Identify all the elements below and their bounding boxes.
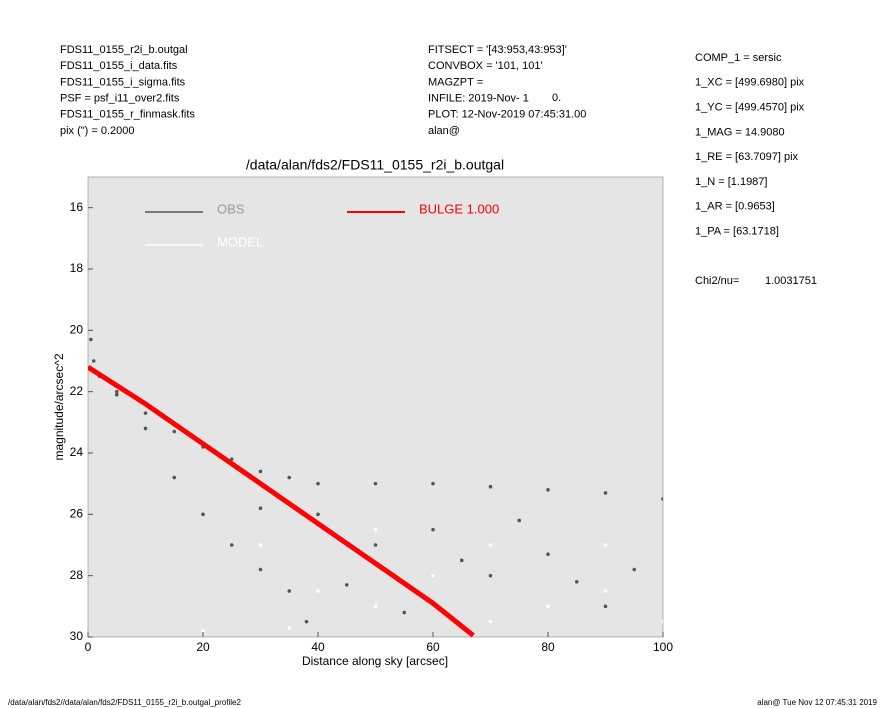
- y-tick-label: 28: [70, 568, 84, 582]
- data-point: [603, 543, 608, 547]
- header-middle-line: INFILE: 2019-Nov- 1: [428, 93, 529, 105]
- data-point: [258, 469, 263, 474]
- x-axis-label: Distance along sky [arcsec]: [302, 654, 448, 668]
- header-left-line: pix (") = 0.2000: [60, 125, 135, 137]
- data-point: [344, 583, 349, 587]
- data-point: [373, 543, 378, 547]
- header-left-line: PSF = psf_i11_over2.fits: [60, 93, 180, 105]
- data-point: [287, 626, 292, 630]
- header-left-line: FDS11_0155_r2i_b.outgal: [60, 44, 188, 56]
- data-point: [373, 604, 378, 609]
- y-tick-label: 18: [70, 261, 84, 275]
- header-middle-line: PLOT: 12-Nov-2019 07:45:31.00: [428, 109, 586, 121]
- y-tick-label: 24: [70, 445, 84, 459]
- header-left-line: FDS11_0155_i_sigma.fits: [60, 76, 186, 88]
- data-point: [316, 481, 320, 486]
- y-tick-label: 16: [70, 200, 84, 214]
- header-right-line: 1_PA = [63.1718]: [695, 226, 779, 238]
- x-tick-label: 100: [653, 640, 673, 654]
- header-right-line: 1_MAG = 14.9080: [695, 126, 785, 138]
- header-left-line: FDS11_0155_r_finmask.fits: [60, 109, 195, 121]
- x-tick-label: 0: [85, 640, 92, 654]
- data-point: [91, 359, 96, 363]
- footer-left: /data/alan/fds2//data/alan/fds2/FDS11_01…: [8, 698, 241, 707]
- header-right-line: 1_RE = [63.7097] pix: [695, 151, 799, 163]
- chi2-value: 1.0031751: [765, 275, 817, 287]
- data-point: [488, 543, 493, 547]
- data-point: [201, 512, 205, 517]
- chart-title: /data/alan/fds2/FDS11_0155_r2i_b.outgal: [246, 157, 504, 173]
- data-point: [603, 604, 608, 609]
- chi2-label: Chi2/nu=: [695, 275, 739, 287]
- data-point: [488, 484, 493, 489]
- data-point: [258, 567, 263, 572]
- data-point: [316, 512, 320, 517]
- magzpt-value: 0.: [552, 92, 561, 104]
- y-tick-label: 22: [70, 384, 84, 398]
- header-middle-line: MAGZPT =: [428, 76, 483, 88]
- data-point: [172, 475, 177, 480]
- data-point: [287, 589, 292, 593]
- data-point: [89, 337, 93, 342]
- data-point: [143, 411, 148, 415]
- data-point: [574, 580, 579, 584]
- plot-marks: [88, 337, 663, 637]
- data-point: [546, 552, 550, 556]
- data-point: [287, 475, 292, 480]
- data-point: [316, 589, 320, 593]
- y-tick-label: 26: [70, 507, 84, 521]
- data-point: [517, 518, 522, 523]
- data-point: [373, 527, 378, 532]
- x-tick-label: 60: [426, 640, 440, 654]
- data-point: [661, 497, 663, 501]
- data-point: [431, 573, 435, 578]
- bulge-line: [88, 365, 475, 637]
- data-point: [201, 629, 205, 633]
- data-point: [172, 429, 177, 434]
- data-point: [603, 589, 608, 593]
- data-point: [143, 426, 148, 431]
- header-middle-line: alan@: [428, 125, 460, 137]
- legend-label: MODEL: [217, 234, 263, 249]
- data-point: [229, 457, 234, 461]
- header-right-line: 1_YC = [499.4570] pix: [695, 102, 805, 114]
- data-point: [431, 481, 435, 486]
- data-point: [258, 543, 263, 547]
- data-point: [373, 481, 378, 486]
- x-tick-label: 20: [196, 640, 210, 654]
- y-tick-label: 30: [70, 629, 84, 643]
- data-point: [603, 491, 608, 495]
- header-right-line: COMP_1 = sersic: [695, 52, 782, 64]
- legend-label: BULGE 1.000: [419, 201, 499, 216]
- y-tick-label: 20: [70, 323, 84, 337]
- header-middle-line: CONVBOX = '101, 101': [428, 60, 543, 72]
- data-point: [488, 573, 493, 578]
- data-point: [546, 488, 550, 492]
- data-point: [258, 506, 263, 511]
- data-point: [114, 389, 119, 394]
- data-point: [488, 619, 493, 624]
- data-point: [459, 558, 464, 563]
- legend-label: OBS: [217, 201, 245, 216]
- y-axis-label: magnitude/arcsec^2: [52, 353, 66, 460]
- plot-area: [87, 176, 664, 638]
- header-left-line: FDS11_0155_i_data.fits: [60, 60, 178, 72]
- data-point: [114, 392, 119, 397]
- data-point: [546, 604, 550, 609]
- header-right-line: 1_XC = [499.6980] pix: [695, 77, 805, 89]
- data-point: [632, 567, 637, 572]
- header-right-line: 1_N = [1.1987]: [695, 176, 767, 188]
- x-tick-label: 80: [541, 640, 555, 654]
- data-point: [229, 543, 234, 547]
- data-point: [661, 619, 663, 624]
- data-point: [304, 619, 309, 624]
- data-point: [402, 610, 407, 615]
- x-tick-label: 40: [311, 640, 325, 654]
- footer-right: alan@ Tue Nov 12 07:45:31 2019: [757, 698, 877, 707]
- header-middle-line: FITSECT = '[43:953,43:953]': [428, 44, 567, 56]
- header-right-line: 1_AR = [0.9653]: [695, 201, 775, 213]
- data-point: [431, 527, 435, 532]
